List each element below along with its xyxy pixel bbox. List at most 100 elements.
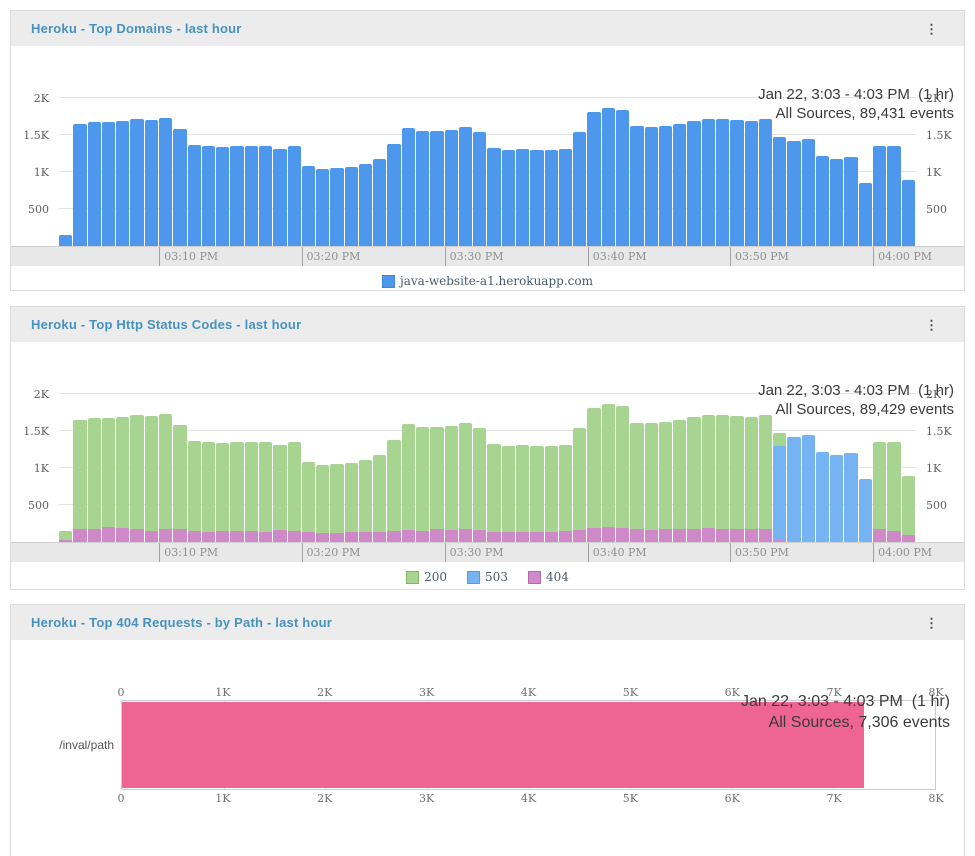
bar[interactable] (430, 80, 444, 246)
bar[interactable] (116, 80, 130, 246)
bar[interactable] (773, 376, 787, 542)
bar[interactable] (230, 80, 244, 246)
bar[interactable] (258, 80, 273, 246)
bar[interactable] (473, 376, 487, 542)
bar[interactable] (301, 80, 316, 246)
bar[interactable] (687, 376, 701, 542)
kebab-menu-icon[interactable]: ⋮ (925, 21, 938, 36)
bar[interactable] (187, 376, 201, 542)
legend-item[interactable]: 404 (527, 570, 569, 584)
bar[interactable] (287, 80, 301, 246)
bar[interactable] (358, 376, 373, 542)
bar[interactable] (858, 80, 873, 246)
bar[interactable] (273, 80, 287, 246)
bar[interactable] (530, 376, 544, 542)
bar[interactable] (330, 376, 344, 542)
bar[interactable] (601, 80, 615, 246)
bar[interactable] (130, 376, 144, 542)
bar[interactable] (901, 80, 915, 246)
bar[interactable] (601, 376, 615, 542)
bar[interactable] (373, 80, 387, 246)
bar[interactable] (59, 376, 73, 542)
bar[interactable] (87, 376, 101, 542)
bar[interactable] (615, 376, 630, 542)
bar[interactable] (730, 376, 744, 542)
bar[interactable] (101, 376, 116, 542)
bar[interactable] (873, 376, 887, 542)
bar[interactable] (516, 80, 530, 246)
bar[interactable] (158, 376, 173, 542)
bar[interactable] (587, 376, 601, 542)
bar[interactable] (844, 80, 858, 246)
bar[interactable] (273, 376, 287, 542)
bar[interactable] (673, 376, 687, 542)
bar[interactable] (344, 80, 358, 246)
bar[interactable] (744, 80, 758, 246)
bar[interactable] (73, 80, 87, 246)
bar[interactable] (715, 376, 730, 542)
bar[interactable] (201, 80, 216, 246)
bar[interactable] (230, 376, 244, 542)
bar[interactable] (316, 376, 330, 542)
bar[interactable] (401, 80, 416, 246)
bar[interactable] (487, 376, 501, 542)
bar[interactable] (287, 376, 301, 542)
bar[interactable] (687, 80, 701, 246)
bar[interactable] (244, 376, 258, 542)
bar[interactable] (558, 80, 573, 246)
bar[interactable] (501, 80, 515, 246)
bar[interactable] (630, 80, 644, 246)
bar[interactable] (101, 80, 116, 246)
bar[interactable] (658, 80, 673, 246)
bar[interactable] (701, 80, 715, 246)
bar[interactable] (587, 80, 601, 246)
bar[interactable] (658, 376, 673, 542)
bar[interactable] (87, 80, 101, 246)
bar[interactable] (244, 80, 258, 246)
bar[interactable] (844, 376, 858, 542)
bar[interactable] (444, 376, 458, 542)
bar[interactable] (173, 80, 187, 246)
bar[interactable] (901, 376, 915, 542)
bar[interactable] (416, 376, 430, 542)
kebab-menu-icon[interactable]: ⋮ (925, 317, 938, 332)
bar[interactable] (801, 376, 815, 542)
bar[interactable] (387, 376, 401, 542)
bar[interactable] (59, 80, 73, 246)
bar[interactable] (158, 80, 173, 246)
bar[interactable] (830, 80, 844, 246)
bar[interactable] (530, 80, 544, 246)
bar[interactable] (73, 376, 87, 542)
bar[interactable] (401, 376, 416, 542)
bar[interactable] (573, 376, 587, 542)
bar[interactable] (216, 376, 230, 542)
bar[interactable] (615, 80, 630, 246)
bar[interactable] (258, 376, 273, 542)
bar[interactable] (701, 376, 715, 542)
bar[interactable] (744, 376, 758, 542)
bar[interactable] (216, 80, 230, 246)
bar[interactable] (301, 376, 316, 542)
bar[interactable] (815, 80, 830, 246)
bar[interactable] (773, 80, 787, 246)
bar[interactable] (187, 80, 201, 246)
bar[interactable] (516, 376, 530, 542)
bar-/inval/path[interactable] (122, 702, 865, 788)
bar[interactable] (416, 80, 430, 246)
bar[interactable] (473, 80, 487, 246)
bar[interactable] (201, 376, 216, 542)
bar[interactable] (316, 80, 330, 246)
bar[interactable] (116, 376, 130, 542)
bar[interactable] (458, 376, 473, 542)
bar[interactable] (815, 376, 830, 542)
bar[interactable] (887, 376, 901, 542)
bar[interactable] (130, 80, 144, 246)
kebab-menu-icon[interactable]: ⋮ (925, 615, 938, 630)
bar[interactable] (573, 80, 587, 246)
bar[interactable] (144, 376, 158, 542)
legend-item[interactable]: 503 (467, 570, 508, 584)
bar[interactable] (387, 80, 401, 246)
bar[interactable] (373, 376, 387, 542)
bar[interactable] (501, 376, 515, 542)
bar[interactable] (330, 80, 344, 246)
